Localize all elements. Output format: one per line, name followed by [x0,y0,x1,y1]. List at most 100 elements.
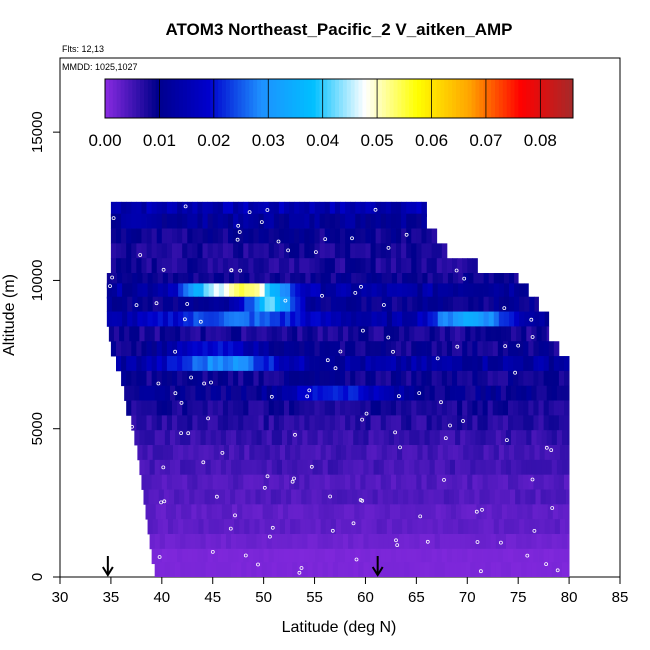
heatmap-cell [124,385,130,401]
heatmap-cell [324,213,331,229]
heatmap-cell [488,283,495,299]
heatmap-cell [477,474,483,490]
heatmap-cell [294,370,300,387]
colorbar-swatch [366,79,371,118]
heatmap-cell [366,445,372,461]
colorbar-swatch [210,79,215,118]
heatmap-cell [139,326,145,342]
sample-point [544,445,549,450]
heatmap-cell [498,445,505,461]
heatmap-cell [411,415,417,431]
heatmap-cell [393,326,400,342]
heatmap-cell [432,519,439,535]
heatmap-cell [261,562,268,577]
heatmap-cell [548,548,555,565]
heatmap-cell [373,385,380,401]
heatmap-cell [437,311,444,327]
colorbar-swatch [261,79,266,118]
heatmap-cell [458,519,464,535]
heatmap-cell [551,459,558,476]
heatmap-cell [279,519,286,535]
heatmap-cell [536,459,542,476]
heatmap-cell [465,430,471,446]
heatmap-cell [289,258,295,274]
heatmap-cell [452,400,458,416]
heatmap-cell [252,504,258,520]
heatmap-cell [401,474,407,490]
heatmap-cell [329,548,336,565]
heatmap-cell [248,228,254,244]
heatmap-cell [314,415,321,431]
heatmap-cell [192,474,198,490]
heatmap-cell [243,243,249,259]
heatmap-cell [192,548,198,565]
colorbar-swatch [557,79,562,118]
heatmap-cell [182,258,188,274]
heatmap-cell [154,534,161,550]
heatmap-cell [311,489,317,505]
heatmap-cell [558,356,565,372]
heatmap-cell [236,385,242,401]
heatmap-cell [256,562,262,577]
heatmap-cell [421,201,427,218]
heatmap-cell [150,504,157,520]
heatmap-cell [302,385,308,401]
heatmap-cell [457,548,463,565]
heatmap-cell [297,459,303,476]
heatmap-cell [238,400,244,416]
heatmap-cell [470,326,476,342]
heatmap-cell [441,370,448,387]
heatmap-cell [444,326,451,342]
heatmap-cell [412,311,418,327]
heatmap-cell [509,311,515,327]
heatmap-cell [565,445,570,461]
heatmap-cell [424,430,430,446]
heatmap-cell [503,519,510,535]
heatmap-cell [371,296,378,312]
colorbar-swatch [374,79,379,118]
heatmap-cell [446,400,453,416]
heatmap-cell [511,385,517,401]
heatmap-cell [234,445,240,461]
heatmap-cell [382,489,389,505]
heatmap-cell [136,243,142,259]
heatmap-cell [502,474,509,490]
heatmap-cell [379,504,386,520]
heatmap-cell [436,243,443,259]
heatmap-cell [360,474,366,490]
heatmap-cell [340,356,346,372]
heatmap-cell [276,326,283,342]
heatmap-cell [484,489,491,505]
heatmap-cell [197,370,203,387]
heatmap-cell [447,311,454,327]
heatmap-cell [131,415,137,431]
heatmap-cell [410,504,416,520]
colorbar-swatch [420,79,426,118]
heatmap-cell [378,326,385,342]
heatmap-cell [531,534,537,550]
heatmap-cell [406,213,412,229]
heatmap-cell [365,341,371,357]
heatmap-cell [495,385,502,401]
heatmap-cell [217,356,224,372]
heatmap-cell [561,534,568,550]
heatmap-cell [268,548,275,565]
heatmap-cell [325,296,332,312]
heatmap-cell [320,296,327,312]
heatmap-cell [110,201,117,218]
colorbar-swatch [319,79,324,118]
dates-info: MMDD: 1025,1027 [62,62,138,72]
heatmap-cell [217,400,224,416]
heatmap-cell [467,258,473,274]
heatmap-cell [492,548,499,565]
heatmap-cell [531,459,537,476]
heatmap-cell [222,258,229,274]
sample-point [418,514,423,519]
heatmap-cell [233,213,239,229]
heatmap-cell [322,430,329,446]
heatmap-cell [539,445,546,461]
heatmap-cell [144,385,150,401]
heatmap-cell [285,311,291,327]
heatmap-cell [462,370,468,387]
colorbar: 0.00 0.01 0.02 0.03 0.04 0.05 0.06 0.07 0.08 [88,78,574,150]
